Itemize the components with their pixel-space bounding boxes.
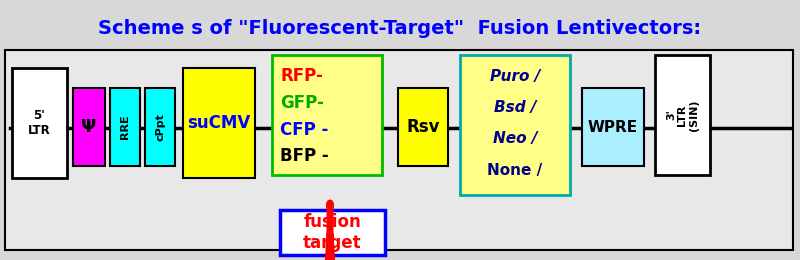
Bar	[145, 88, 175, 166]
Text: 5'
LTR: 5' LTR	[28, 109, 51, 137]
Text: cPpt: cPpt	[155, 113, 165, 141]
Text: RRE: RRE	[120, 115, 130, 139]
Text: Rsv: Rsv	[406, 118, 440, 136]
Bar	[460, 55, 570, 195]
Bar	[272, 55, 382, 175]
Text: suCMV: suCMV	[187, 114, 250, 132]
Text: Neo /: Neo /	[493, 132, 538, 146]
Bar	[73, 88, 105, 166]
Bar	[110, 88, 140, 166]
Bar	[398, 88, 448, 166]
Bar	[12, 68, 67, 178]
Text: Bsd /: Bsd /	[494, 100, 536, 115]
Bar	[655, 55, 710, 175]
Bar	[5, 50, 793, 250]
Text: 3'
LTR
(SIN): 3' LTR (SIN)	[666, 99, 699, 131]
Text: CFP -: CFP -	[280, 121, 328, 139]
Text: Puro /: Puro /	[490, 69, 540, 84]
Text: WPRE: WPRE	[588, 120, 638, 134]
Text: GFP-: GFP-	[280, 94, 324, 112]
Text: RFP-: RFP-	[280, 67, 323, 85]
Bar	[183, 68, 255, 178]
Text: Ψ: Ψ	[82, 118, 97, 136]
Text: fusion
target: fusion target	[303, 213, 362, 252]
Text: BFP -: BFP -	[280, 147, 329, 165]
Text: Scheme s of "Fluorescent-Target"  Fusion Lentivectors:: Scheme s of "Fluorescent-Target" Fusion …	[98, 18, 702, 37]
Bar	[280, 210, 385, 255]
Text: None /: None /	[487, 162, 542, 178]
Bar	[582, 88, 644, 166]
